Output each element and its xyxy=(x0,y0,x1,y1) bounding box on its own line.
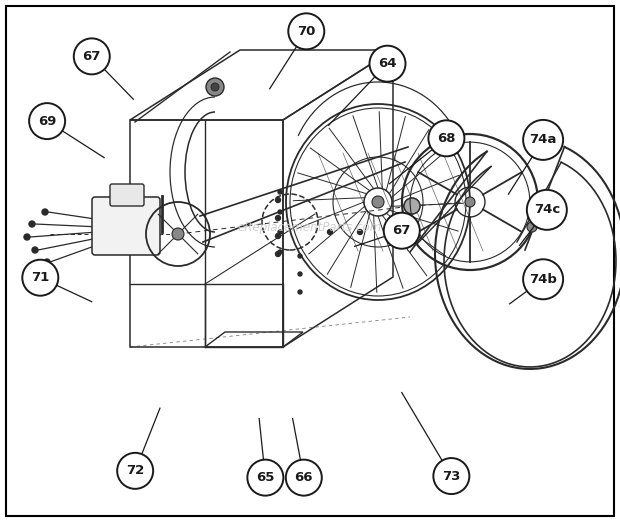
Text: 67: 67 xyxy=(392,224,411,237)
Circle shape xyxy=(298,290,302,294)
Circle shape xyxy=(206,78,224,96)
Circle shape xyxy=(117,453,153,489)
Circle shape xyxy=(298,254,302,258)
Circle shape xyxy=(278,190,282,194)
Circle shape xyxy=(275,233,280,239)
Circle shape xyxy=(428,121,464,156)
Circle shape xyxy=(275,197,280,203)
Text: 73: 73 xyxy=(442,470,461,482)
Circle shape xyxy=(298,272,302,276)
Circle shape xyxy=(278,250,282,254)
Circle shape xyxy=(523,120,563,160)
Text: 71: 71 xyxy=(31,271,50,284)
Text: 74c: 74c xyxy=(534,204,560,216)
Circle shape xyxy=(409,203,415,209)
Circle shape xyxy=(404,198,420,214)
Circle shape xyxy=(404,198,420,214)
Text: 69: 69 xyxy=(38,115,56,127)
Circle shape xyxy=(527,190,567,230)
Circle shape xyxy=(523,259,563,299)
FancyBboxPatch shape xyxy=(6,6,614,516)
Text: eReplacementParts.com: eReplacementParts.com xyxy=(238,220,382,233)
Text: 66: 66 xyxy=(294,471,313,484)
Text: 74a: 74a xyxy=(529,134,557,146)
Circle shape xyxy=(327,230,332,234)
Circle shape xyxy=(29,103,65,139)
Text: 74b: 74b xyxy=(529,273,557,286)
Text: 65: 65 xyxy=(256,471,275,484)
Circle shape xyxy=(74,39,110,74)
Circle shape xyxy=(24,234,30,240)
Circle shape xyxy=(247,460,283,495)
Circle shape xyxy=(527,222,537,232)
Circle shape xyxy=(433,458,469,494)
FancyBboxPatch shape xyxy=(92,197,160,255)
Circle shape xyxy=(211,83,219,91)
Text: 68: 68 xyxy=(437,132,456,145)
Circle shape xyxy=(278,210,282,214)
Circle shape xyxy=(42,209,48,215)
Circle shape xyxy=(286,460,322,495)
Text: 72: 72 xyxy=(126,465,144,477)
Circle shape xyxy=(44,259,50,265)
Circle shape xyxy=(370,46,405,81)
Circle shape xyxy=(288,14,324,49)
FancyBboxPatch shape xyxy=(110,184,144,206)
Circle shape xyxy=(372,196,384,208)
Circle shape xyxy=(22,260,58,295)
Text: 70: 70 xyxy=(297,25,316,38)
Text: 64: 64 xyxy=(378,57,397,70)
Circle shape xyxy=(275,216,280,220)
Circle shape xyxy=(29,221,35,227)
Circle shape xyxy=(32,247,38,253)
Circle shape xyxy=(172,228,184,240)
Circle shape xyxy=(384,213,420,248)
Circle shape xyxy=(358,230,363,234)
Circle shape xyxy=(278,230,282,234)
Circle shape xyxy=(275,252,280,256)
Circle shape xyxy=(465,197,475,207)
Text: 67: 67 xyxy=(82,50,101,63)
